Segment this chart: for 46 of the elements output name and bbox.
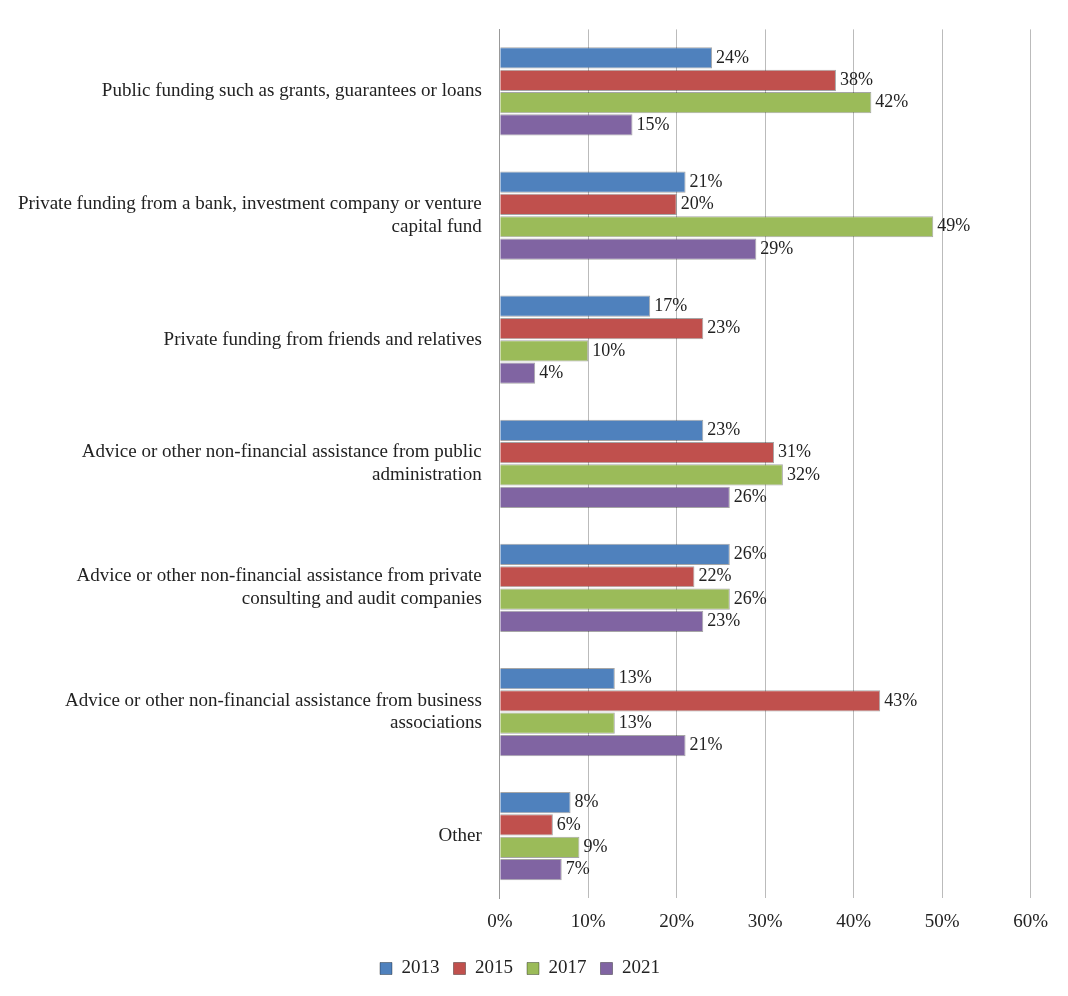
data-label: 21%	[689, 170, 723, 191]
data-label: 21%	[689, 734, 723, 755]
legend-label: 2017	[548, 956, 587, 978]
data-label: 17%	[654, 294, 688, 315]
y-tick-label: Private funding from friends and relatives	[163, 327, 482, 349]
data-label: 4%	[539, 361, 564, 382]
data-label: 43%	[884, 689, 918, 710]
x-tick-label: 40%	[836, 909, 872, 931]
data-label: 26%	[733, 587, 767, 608]
x-tick-label: 30%	[747, 909, 783, 931]
data-label: 26%	[733, 543, 767, 564]
x-tick-label: 50%	[924, 909, 960, 931]
x-tick-label: 10%	[570, 909, 606, 931]
data-label: 8%	[574, 791, 599, 812]
data-label: 49%	[937, 215, 971, 236]
y-tick-label: Public funding such as grants, guarantees or loans	[101, 79, 482, 101]
data-label: 20%	[680, 193, 714, 214]
data-label: 13%	[618, 667, 652, 688]
data-label: 13%	[618, 711, 652, 732]
data-label: 42%	[875, 91, 909, 112]
y-tick-label: Private funding from a bank, investment company or venture capital fund	[18, 192, 483, 236]
data-label: 31%	[778, 441, 812, 462]
x-tick-label: 0%	[487, 909, 513, 931]
legend-label: 2021	[622, 956, 660, 978]
data-label: 10%	[592, 339, 626, 360]
data-label: 23%	[707, 610, 741, 631]
data-label: 23%	[707, 419, 741, 440]
data-label: 22%	[698, 565, 732, 586]
data-label: 15%	[636, 113, 670, 134]
data-label: 26%	[733, 486, 767, 507]
data-label: 29%	[760, 237, 794, 258]
y-tick-label: Other	[438, 824, 483, 846]
data-label: 24%	[716, 46, 750, 67]
data-label: 6%	[556, 813, 581, 834]
data-label: 23%	[707, 317, 741, 338]
y-tick-label: Advice or other non-financial assistance from business associations	[64, 688, 482, 733]
data-label: 7%	[565, 858, 590, 879]
legend-label: 2013	[401, 956, 440, 978]
x-tick-label: 20%	[659, 909, 695, 931]
y-tick-label: Advice or other non-financial assistance from private consulting and audit companies	[76, 564, 482, 609]
legend-label: 2015	[475, 956, 513, 978]
data-label: 9%	[583, 836, 608, 857]
x-tick-label: 60%	[1013, 909, 1049, 931]
data-label: 38%	[839, 69, 873, 90]
y-tick-label: Advice or other non-financial assistance from public administration	[81, 440, 483, 485]
data-label: 32%	[786, 463, 820, 484]
